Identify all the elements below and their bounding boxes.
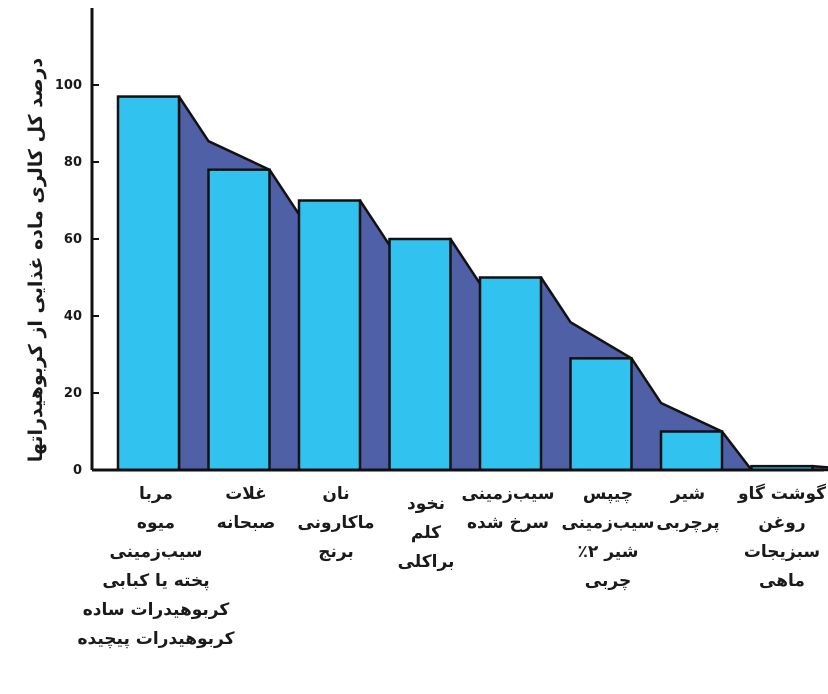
x-category-label: چیپس سیب‌زمینی شیر ۲٪ چربی: [561, 484, 655, 591]
x-category-label: گوشت گاو روغن سبزیجات ماهی: [737, 484, 827, 591]
y-tick-label: 40: [64, 309, 82, 324]
bar-7: [659, 430, 724, 472]
bar-2: [207, 168, 271, 472]
y-tick-label: 0: [73, 463, 82, 478]
y-tick-label: 100: [55, 78, 82, 93]
x-category-label: شیر پرچربی: [656, 484, 720, 533]
bar-6: [569, 357, 633, 472]
x-category-label: مربا میوه سیب‌زمینی پخته یا کبابی کربوهیدرات…: [77, 484, 235, 649]
y-ticks: 0 20 40 60 80 100: [55, 78, 99, 478]
y-axis-label: درصد کل کالری ماده غذایی از کربوهیدراتها: [25, 57, 47, 463]
bar-3: [297, 199, 362, 472]
x-category-label: نخود کلم براکلی: [397, 494, 455, 572]
bars: [116, 95, 814, 472]
bar-5: [478, 276, 543, 472]
bar-4: [388, 237, 452, 472]
y-tick-label: 80: [64, 155, 82, 170]
y-tick-label: 60: [64, 232, 82, 247]
x-category-label: نان ماکارونی برنج: [297, 484, 375, 562]
y-tick-label: 20: [64, 386, 82, 401]
x-category-label: غلات صبحانه: [216, 484, 276, 533]
x-category-label: سیب‌زمینی سرخ شده: [461, 484, 555, 533]
bar-1: [116, 95, 181, 472]
